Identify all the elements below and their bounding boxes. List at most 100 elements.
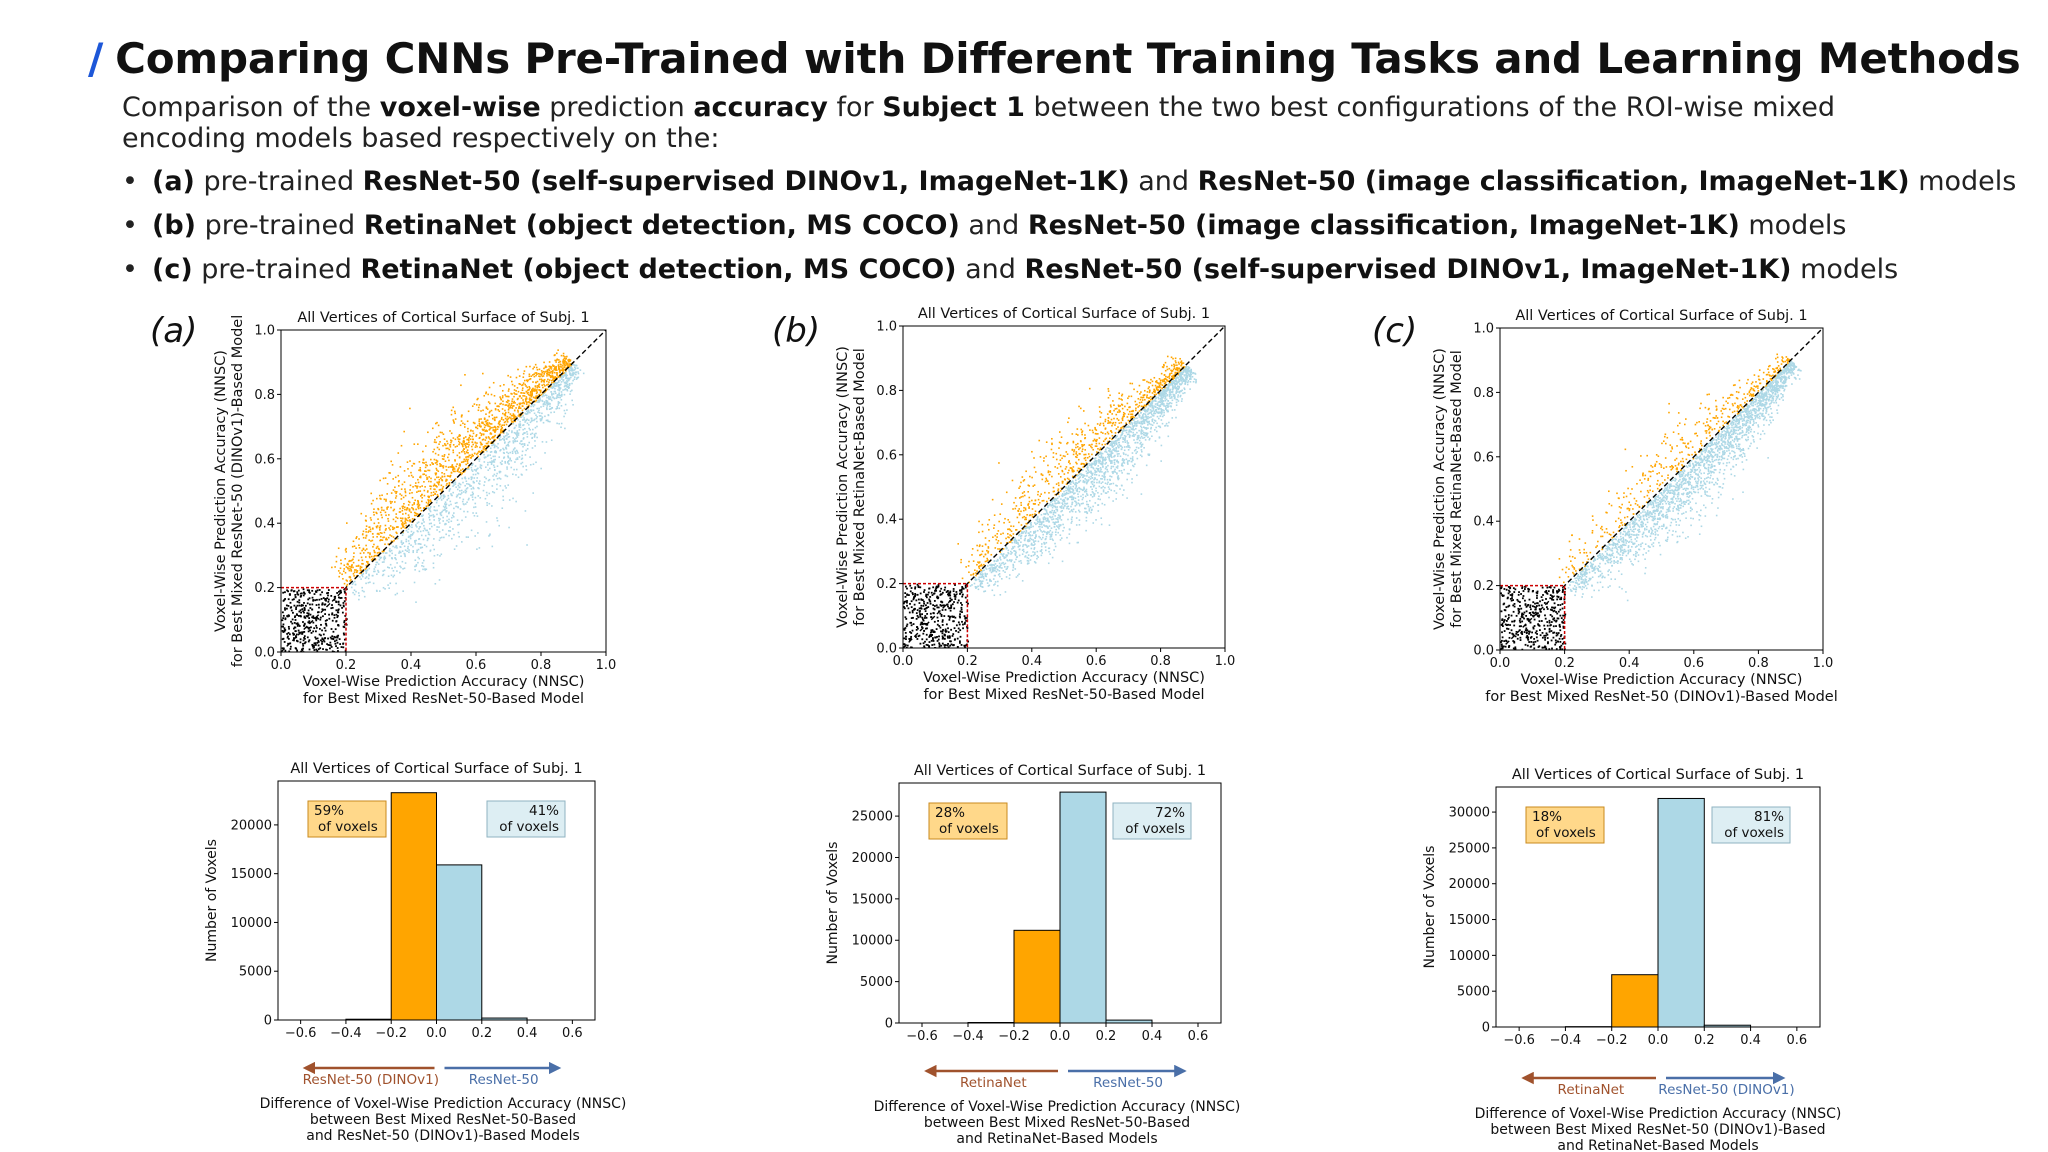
x-tick-label: 0.0 [1490, 656, 1511, 671]
x-tick-label: 0.2 [471, 1026, 492, 1041]
y-tick-label: 0.6 [254, 452, 275, 467]
y-tick-label: 0 [885, 1017, 893, 1032]
description-seg-1: voxel-wise [379, 92, 541, 123]
y-tick-label: 20000 [852, 851, 893, 866]
x-axis-label: for Best Mixed ResNet-50-Based Model [303, 691, 584, 707]
x-tick-label: 0.8 [1748, 656, 1769, 671]
scatter-points [1500, 353, 1802, 650]
bullet-0-seg-5: models [1909, 166, 2017, 197]
bullet-0-seg-4: ResNet-50 (image classification, ImageNe… [1197, 166, 1910, 197]
x-axis-label: Voxel-Wise Prediction Accuracy (NNSC) [303, 674, 585, 690]
y-tick-label: 20000 [231, 818, 272, 833]
left-percent-box: 59%of voxels [307, 800, 387, 838]
bullet-item-1: (b) pre-trained RetinaNet (object detect… [122, 204, 2016, 248]
x-tick-label: 0.4 [401, 658, 422, 673]
histogram-chart-2: All Vertices of Cortical Surface of Subj… [1422, 767, 1841, 1152]
threshold-line [281, 586, 347, 652]
y-axis-label: Voxel-Wise Prediction Accuracy (NNSC) [835, 346, 851, 628]
scatter-title: All Vertices of Cortical Surface of Subj… [1515, 308, 1807, 324]
x-tick-label: 0.0 [271, 658, 292, 673]
title-text: Comparing CNNs Pre-Trained with Differen… [115, 34, 2021, 83]
y-tick-label: 0.0 [254, 646, 275, 661]
x-tick-label: 0.0 [426, 1026, 447, 1041]
x-axis-label: Difference of Voxel-Wise Prediction Accu… [874, 1099, 1241, 1115]
x-tick-label: 0.6 [1086, 654, 1107, 669]
left-percent-box: 18%of voxels [1525, 806, 1605, 844]
y-tick-label: 1.0 [254, 324, 275, 339]
left-box-bg [307, 800, 387, 838]
left-box-text: of voxels [318, 819, 378, 835]
y-tick-label: 1.0 [876, 320, 897, 335]
bullet-0-seg-2: ResNet-50 (self-supervised DINOv1, Image… [362, 166, 1130, 197]
identity-line [280, 329, 607, 653]
y-tick-label: 0.6 [1473, 450, 1494, 465]
right-box-bg [486, 800, 566, 838]
bullet-0-seg-1: pre-trained [194, 166, 363, 197]
y-tick-label: 25000 [852, 810, 893, 825]
y-axis-label: Voxel-Wise Prediction Accuracy (NNSC) [213, 350, 229, 632]
y-axis-label: for Best Mixed RetinaNet-Based Model [1449, 350, 1465, 628]
left-percent-box: 28%of voxels [928, 802, 1008, 840]
histogram-title: All Vertices of Cortical Surface of Subj… [1512, 767, 1804, 783]
bullet-1-seg-3: and [959, 210, 1028, 241]
bullet-2-seg-5: models [1791, 254, 1899, 285]
bullet-1-seg-2: RetinaNet (object detection, MS COCO) [363, 210, 960, 241]
scatter-chart-2: (c) All Vertices of Cortical Surface of S… [1372, 308, 1838, 705]
x-tick-label: 0.8 [1150, 654, 1171, 669]
description: Comparison of the voxel-wise prediction … [122, 92, 1882, 154]
x-axis-label: Voxel-Wise Prediction Accuracy (NNSC) [923, 670, 1205, 686]
y-tick-label: 30000 [1449, 806, 1490, 821]
x-tick-label: 1.0 [1813, 656, 1834, 671]
histogram-title: All Vertices of Cortical Surface of Subj… [914, 763, 1206, 779]
panel-label: (a) [150, 311, 197, 351]
x-tick-label: −0.2 [375, 1026, 407, 1041]
x-tick-label: −0.4 [330, 1026, 362, 1041]
x-tick-label: 0.2 [1554, 656, 1575, 671]
x-tick-label: 0.2 [336, 658, 357, 673]
x-tick-label: 1.0 [1215, 654, 1236, 669]
x-tick-label: 0.4 [1740, 1033, 1761, 1048]
y-tick-label: 15000 [231, 867, 272, 882]
x-tick-label: 0.4 [1619, 656, 1640, 671]
y-tick-label: 10000 [1449, 949, 1490, 964]
x-axis-label: and RetinaNet-Based Models [956, 1131, 1157, 1147]
left-arrow-label: RetinaNet [1558, 1082, 1625, 1098]
bullet-1-seg-1: pre-trained [196, 210, 364, 241]
description-seg-5: Subject 1 [882, 92, 1025, 123]
y-tick-label: 20000 [1449, 877, 1490, 892]
page-title: / Comparing CNNs Pre-Trained with Differe… [88, 34, 2021, 83]
y-tick-label: 0.0 [876, 642, 897, 657]
histogram-bar-2 [436, 864, 483, 1021]
y-tick-label: 15000 [852, 892, 893, 907]
left-box-text: of voxels [1536, 825, 1596, 841]
right-percent-box: 81%of voxels [1711, 806, 1791, 844]
bullet-item-0: (a) pre-trained ResNet-50 (self-supervis… [122, 160, 2016, 204]
x-tick-label: 0.2 [957, 654, 978, 669]
x-tick-label: 0.8 [531, 658, 552, 673]
histogram-title: All Vertices of Cortical Surface of Subj… [290, 761, 582, 777]
bullet-2-seg-4: ResNet-50 (self-supervised DINOv1, Image… [1024, 254, 1792, 285]
x-tick-label: −0.6 [906, 1029, 938, 1044]
histogram-bar-2 [1059, 791, 1107, 1024]
x-tick-label: 0.6 [1188, 1029, 1209, 1044]
right-box-bg [1112, 802, 1192, 840]
histogram-bar-1 [390, 792, 438, 1021]
title-slash: / [88, 34, 104, 83]
x-axis-label: between Best Mixed ResNet-50 (DINOv1)-Ba… [1490, 1122, 1825, 1138]
left-arrow-label: RetinaNet [960, 1075, 1027, 1091]
right-percent-box: 72%of voxels [1112, 802, 1192, 840]
description-seg-4: for [827, 92, 883, 123]
y-tick-label: 0.8 [876, 384, 897, 399]
y-tick-label: 10000 [852, 934, 893, 949]
panel-label: (b) [772, 311, 820, 351]
y-axis-label: for Best Mixed RetinaNet-Based Model [852, 348, 868, 626]
y-tick-label: 0.4 [1473, 515, 1494, 530]
left-box-bg [1525, 806, 1605, 844]
y-tick-label: 15000 [1449, 913, 1490, 928]
x-tick-label: 0.4 [517, 1026, 538, 1041]
x-tick-label: 0.6 [466, 658, 487, 673]
histogram-bar-2 [1657, 797, 1705, 1028]
right-box-text: of voxels [1724, 825, 1784, 841]
bullet-2-seg-1: pre-trained [192, 254, 361, 285]
